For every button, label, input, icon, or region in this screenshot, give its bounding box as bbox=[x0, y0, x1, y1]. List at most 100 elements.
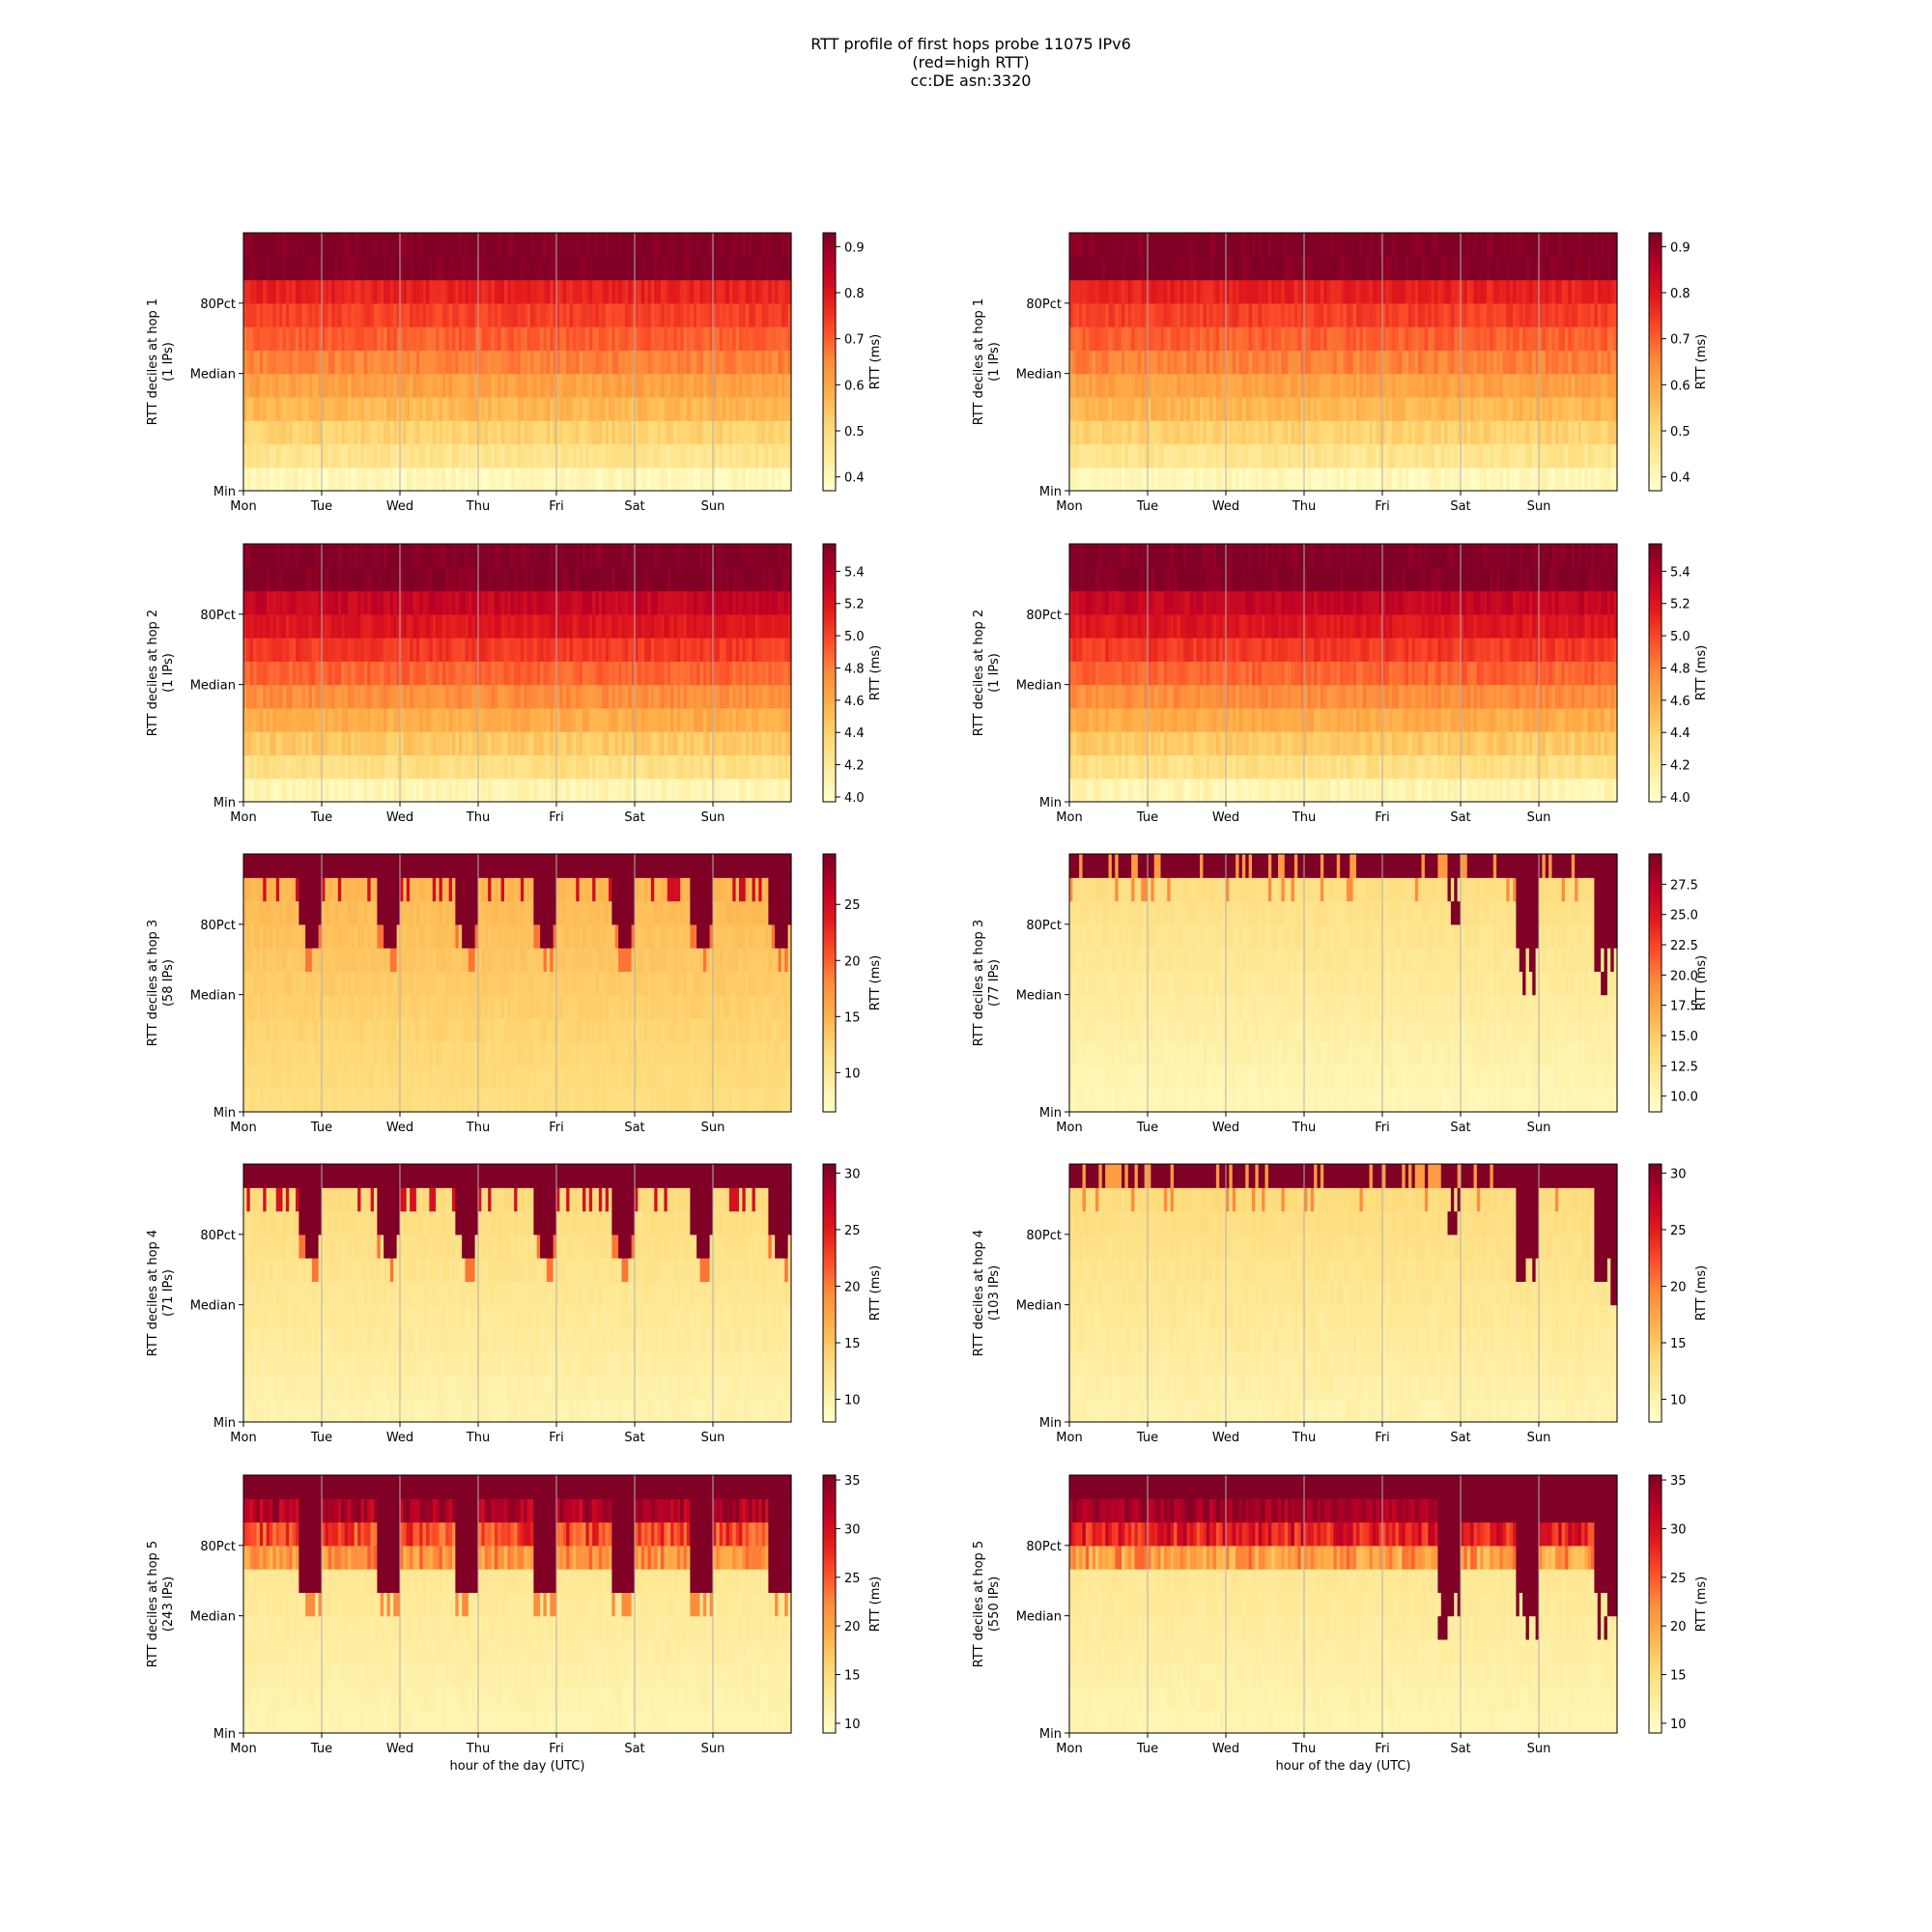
x-tick-label: Wed bbox=[1212, 499, 1239, 514]
heatmap-cell bbox=[569, 443, 574, 469]
heatmap-cell bbox=[370, 661, 375, 686]
heatmap-cell bbox=[357, 420, 362, 445]
heatmap-cell bbox=[1291, 350, 1295, 375]
heatmap-cell bbox=[1105, 233, 1110, 257]
heatmap-cell bbox=[1346, 279, 1350, 304]
heatmap-cell bbox=[497, 256, 502, 281]
heatmap-cell bbox=[579, 327, 583, 351]
heatmap-cell bbox=[282, 778, 287, 803]
heatmap-cell bbox=[1174, 327, 1178, 351]
heatmap-cell bbox=[259, 350, 264, 375]
heatmap-cell bbox=[1134, 467, 1139, 492]
heatmap-cell bbox=[468, 544, 472, 568]
heatmap-cell bbox=[484, 567, 489, 592]
heatmap-cell bbox=[249, 661, 254, 686]
heatmap-cell bbox=[344, 731, 349, 756]
heatmap-cell bbox=[1330, 302, 1334, 327]
heatmap-cell bbox=[1516, 256, 1520, 281]
heatmap-cell bbox=[384, 544, 388, 568]
heatmap-cell bbox=[1183, 279, 1188, 304]
heatmap-cell bbox=[687, 467, 691, 492]
heatmap-cell bbox=[292, 373, 297, 398]
heatmap-cell bbox=[621, 350, 626, 375]
heatmap-cell bbox=[354, 613, 358, 639]
heatmap-cell bbox=[667, 373, 671, 398]
heatmap-cell bbox=[1284, 420, 1289, 445]
colorbar-tick-label: 0.7 bbox=[1670, 333, 1690, 348]
heatmap-cell bbox=[285, 279, 290, 304]
heatmap-cell bbox=[256, 396, 261, 421]
heatmap-cell bbox=[344, 420, 349, 445]
heatmap-cell bbox=[635, 256, 639, 281]
heatmap-cell bbox=[1236, 256, 1240, 281]
heatmap-cell bbox=[1440, 373, 1445, 398]
heatmap-cell bbox=[1392, 467, 1397, 492]
heatmap-cell bbox=[1236, 396, 1240, 421]
heatmap-cell bbox=[1376, 373, 1380, 398]
heatmap-cell bbox=[1444, 302, 1449, 327]
heatmap-cell bbox=[1252, 443, 1256, 469]
heatmap-cell bbox=[1435, 233, 1438, 257]
heatmap-cell bbox=[344, 233, 349, 257]
heatmap-cell bbox=[315, 443, 320, 469]
heatmap-cell bbox=[1463, 302, 1468, 327]
heatmap-cell bbox=[1284, 279, 1289, 304]
heatmap-cell bbox=[1196, 233, 1201, 257]
heatmap-cell bbox=[1513, 396, 1517, 421]
heatmap-cell bbox=[1248, 467, 1253, 492]
heatmap-cell bbox=[728, 279, 733, 304]
heatmap-cell bbox=[468, 707, 472, 732]
heatmap-cell bbox=[676, 443, 681, 469]
heatmap-cell bbox=[322, 302, 326, 327]
heatmap-cell bbox=[1411, 467, 1416, 492]
heatmap-cell bbox=[318, 420, 323, 445]
heatmap-cell bbox=[1352, 443, 1357, 469]
heatmap-cell bbox=[1424, 302, 1429, 327]
heatmap-cell bbox=[1222, 467, 1227, 492]
heatmap-cell bbox=[410, 684, 414, 709]
heatmap-cell bbox=[436, 661, 440, 686]
heatmap-cell bbox=[458, 233, 463, 257]
heatmap-cell bbox=[579, 233, 583, 257]
heatmap-cell bbox=[1236, 279, 1240, 304]
heatmap-cell bbox=[1352, 350, 1357, 375]
heatmap-cell bbox=[687, 302, 691, 327]
heatmap-cell bbox=[690, 256, 695, 281]
heatmap-cell bbox=[667, 302, 671, 327]
heatmap-cell bbox=[1440, 233, 1445, 257]
heatmap-cell bbox=[510, 638, 515, 662]
heatmap-cell bbox=[1597, 396, 1602, 421]
heatmap-cell bbox=[517, 443, 522, 469]
heatmap-cell bbox=[337, 256, 342, 281]
heatmap-cell bbox=[1203, 396, 1208, 421]
heatmap-cell bbox=[1082, 467, 1087, 492]
heatmap-cell bbox=[1376, 443, 1380, 469]
heatmap-cell bbox=[745, 279, 750, 304]
heatmap-cell bbox=[1219, 327, 1224, 351]
heatmap-cell bbox=[546, 350, 551, 375]
heatmap-cell bbox=[318, 256, 323, 281]
heatmap-cell bbox=[1203, 467, 1208, 492]
heatmap-cell bbox=[1085, 467, 1090, 492]
heatmap-cell bbox=[1163, 443, 1168, 469]
heatmap-cell bbox=[1580, 302, 1585, 327]
heatmap-cell bbox=[415, 707, 420, 732]
heatmap-cell bbox=[517, 778, 522, 803]
heatmap-cell bbox=[436, 467, 440, 492]
heatmap-cell bbox=[1535, 302, 1540, 327]
heatmap-cell bbox=[311, 638, 316, 662]
heatmap-cell bbox=[771, 467, 776, 492]
heatmap-cell bbox=[263, 233, 268, 257]
heatmap-cell bbox=[1525, 233, 1530, 257]
heatmap-cell bbox=[259, 467, 264, 492]
heatmap-cell bbox=[311, 373, 316, 398]
heatmap-cell bbox=[1215, 350, 1220, 375]
heatmap-cell bbox=[1323, 327, 1328, 351]
heatmap-cell bbox=[403, 327, 408, 351]
heatmap-cell bbox=[661, 279, 665, 304]
heatmap-cell bbox=[566, 467, 571, 492]
heatmap-cell bbox=[422, 754, 427, 780]
heatmap-cell bbox=[1535, 467, 1540, 492]
heatmap-cell bbox=[377, 638, 382, 662]
heatmap-cell bbox=[458, 567, 463, 592]
